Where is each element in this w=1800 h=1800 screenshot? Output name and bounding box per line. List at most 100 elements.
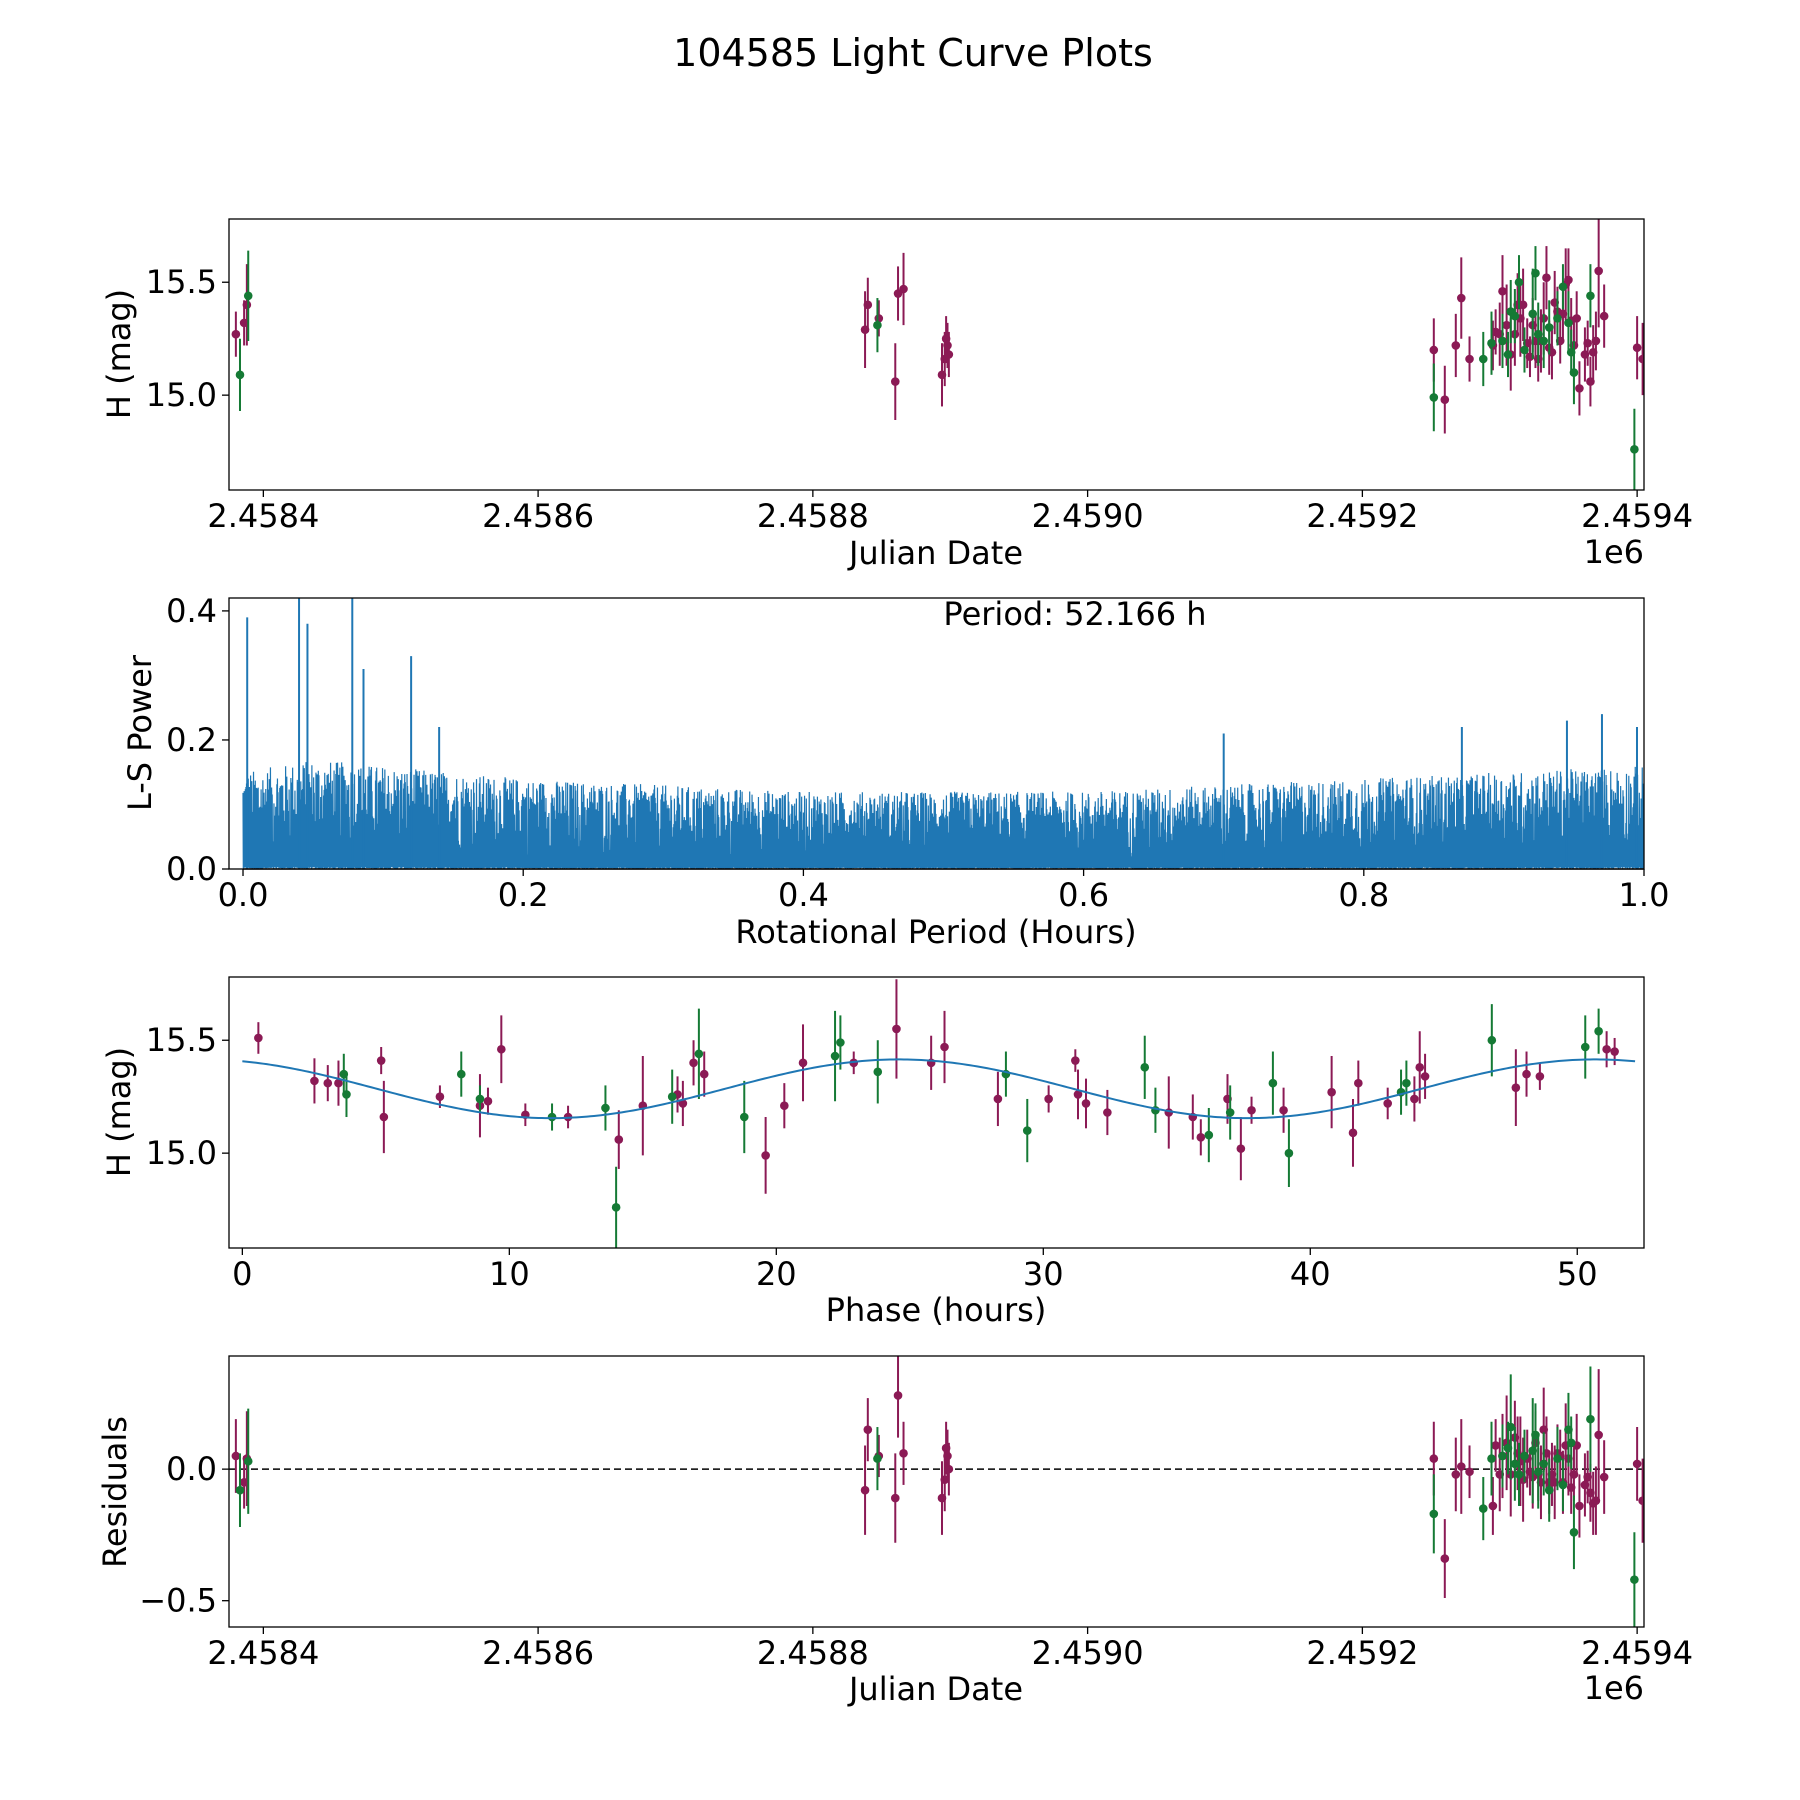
data-point bbox=[1236, 1144, 1246, 1153]
x-tick-label: 2.4588 bbox=[757, 497, 869, 535]
data-point bbox=[1073, 1090, 1083, 1099]
data-point bbox=[242, 300, 252, 310]
data-point bbox=[1520, 1451, 1529, 1461]
y-tick-label: 0.0 bbox=[166, 1450, 217, 1488]
x-tick-label: 0.6 bbox=[1058, 876, 1109, 914]
data-point bbox=[1284, 1148, 1294, 1158]
model-fit-line bbox=[242, 1058, 1636, 1120]
data-point bbox=[376, 1056, 386, 1065]
data-point bbox=[1586, 1414, 1595, 1424]
data-point bbox=[678, 1099, 688, 1108]
data-point bbox=[1327, 1087, 1336, 1097]
data-point bbox=[761, 1151, 770, 1160]
phased-xlabel: Phase (hours) bbox=[826, 1291, 1047, 1329]
data-point bbox=[1440, 395, 1450, 404]
data-point bbox=[1630, 445, 1639, 454]
y-tick-label: 0.0 bbox=[166, 850, 217, 888]
data-point bbox=[739, 1112, 749, 1122]
figure-title: 104585 Light Curve Plots bbox=[673, 31, 1153, 75]
data-point bbox=[1487, 1035, 1497, 1045]
data-point bbox=[944, 350, 954, 359]
x-tick-label: 2.4594 bbox=[1581, 1634, 1693, 1672]
data-point bbox=[379, 1112, 389, 1122]
x-tick-label: 2.4588 bbox=[757, 1634, 869, 1672]
data-point bbox=[943, 1451, 952, 1461]
y-tick-label: −0.5 bbox=[139, 1582, 217, 1620]
data-point bbox=[1610, 1047, 1619, 1056]
data-point bbox=[601, 1103, 610, 1113]
data-point bbox=[780, 1101, 789, 1111]
data-point bbox=[1564, 275, 1573, 285]
data-point bbox=[943, 341, 952, 350]
data-point bbox=[1478, 354, 1488, 364]
data-point bbox=[890, 377, 900, 386]
data-point bbox=[1456, 1462, 1466, 1471]
phased-plot-area bbox=[242, 979, 1636, 1248]
x-tick-label: 0 bbox=[232, 1255, 252, 1293]
residuals-offset-text: 1e6 bbox=[1584, 1669, 1644, 1707]
data-point bbox=[310, 1076, 319, 1086]
y-tick-label: 15.5 bbox=[146, 263, 217, 301]
data-point bbox=[1488, 1501, 1498, 1511]
data-point bbox=[1140, 1063, 1150, 1072]
x-tick-label: 10 bbox=[489, 1255, 530, 1293]
data-point bbox=[435, 1092, 445, 1101]
y-tick-label: 0.2 bbox=[166, 721, 217, 759]
residuals-plot-area bbox=[229, 1356, 1644, 1627]
raw-offset-text: 1e6 bbox=[1584, 533, 1644, 571]
scatter-points bbox=[231, 1356, 1644, 1627]
x-tick-label: 30 bbox=[1023, 1255, 1064, 1293]
x-tick-label: 2.4586 bbox=[482, 1634, 594, 1672]
data-point bbox=[1268, 1078, 1278, 1088]
data-point bbox=[667, 1092, 677, 1101]
data-point bbox=[1465, 354, 1474, 364]
x-tick-label: 2.4590 bbox=[1032, 1634, 1144, 1672]
x-tick-label: 0.2 bbox=[498, 876, 549, 914]
data-point bbox=[893, 1391, 903, 1400]
raw-tick-labels: 2.4584 2.4586 2.4588 2.4590 2.4592 2.4594 15.0… bbox=[146, 263, 1693, 535]
data-point bbox=[243, 1456, 253, 1466]
data-point bbox=[860, 1485, 870, 1495]
data-point bbox=[1558, 1480, 1568, 1490]
data-point bbox=[483, 1096, 493, 1106]
data-point bbox=[1602, 1044, 1611, 1054]
x-tick-label: 2.4584 bbox=[207, 1634, 319, 1672]
periodogram-line bbox=[242, 762, 1644, 869]
data-point bbox=[497, 1044, 506, 1054]
x-tick-label: 2.4594 bbox=[1581, 497, 1693, 535]
data-point bbox=[1594, 266, 1603, 276]
data-point bbox=[1575, 1501, 1584, 1511]
phased-tick-labels: 0 10 20 30 40 50 15.0 15.5 bbox=[146, 1021, 1598, 1293]
panel-raw-light-curve: 2.4584 2.4586 2.4588 2.4590 2.4592 2.4594 15.0… bbox=[100, 218, 1693, 572]
y-tick-label: 15.0 bbox=[146, 376, 217, 414]
data-point bbox=[1498, 336, 1507, 346]
data-point bbox=[1599, 311, 1609, 321]
raw-ylabel: H (mag) bbox=[100, 289, 138, 419]
data-point bbox=[1196, 1133, 1206, 1142]
panel-phased-light-curve: 0 10 20 30 40 50 15.0 15.5 Phase (hours) H (mag… bbox=[100, 976, 1645, 1329]
data-point bbox=[873, 1454, 882, 1463]
data-point bbox=[1544, 1485, 1554, 1495]
x-tick-label: 0.8 bbox=[1338, 876, 1389, 914]
data-point bbox=[1402, 1078, 1411, 1088]
data-point bbox=[1564, 318, 1573, 328]
data-point bbox=[1465, 1467, 1474, 1477]
data-point bbox=[899, 1449, 908, 1458]
data-point bbox=[1498, 286, 1507, 296]
data-point bbox=[993, 1094, 1003, 1104]
data-point bbox=[1081, 1099, 1091, 1108]
x-tick-label: 1.0 bbox=[1619, 876, 1670, 914]
data-point bbox=[1410, 1094, 1419, 1104]
data-point bbox=[1539, 336, 1549, 346]
data-point bbox=[1511, 1083, 1521, 1092]
phased-axes-frame bbox=[228, 976, 1645, 1249]
raw-xlabel: Julian Date bbox=[847, 534, 1023, 572]
data-point bbox=[1544, 323, 1554, 332]
data-point bbox=[1510, 311, 1520, 321]
data-point bbox=[1429, 393, 1439, 402]
y-tick-label: 15.0 bbox=[146, 1134, 217, 1172]
data-point bbox=[689, 1058, 698, 1068]
data-point bbox=[1553, 1454, 1562, 1463]
data-point bbox=[890, 1493, 900, 1503]
data-point bbox=[694, 1049, 704, 1059]
